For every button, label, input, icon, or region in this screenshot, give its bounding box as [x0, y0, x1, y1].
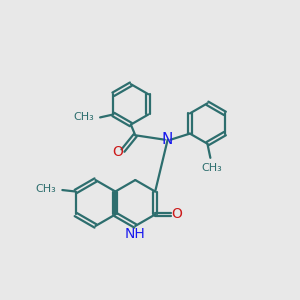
Text: CH₃: CH₃	[73, 112, 94, 122]
Text: NH: NH	[125, 227, 146, 241]
Text: O: O	[171, 208, 182, 221]
Text: CH₃: CH₃	[202, 163, 222, 173]
Text: CH₃: CH₃	[35, 184, 56, 194]
Text: O: O	[112, 145, 123, 159]
Text: N: N	[162, 132, 173, 147]
